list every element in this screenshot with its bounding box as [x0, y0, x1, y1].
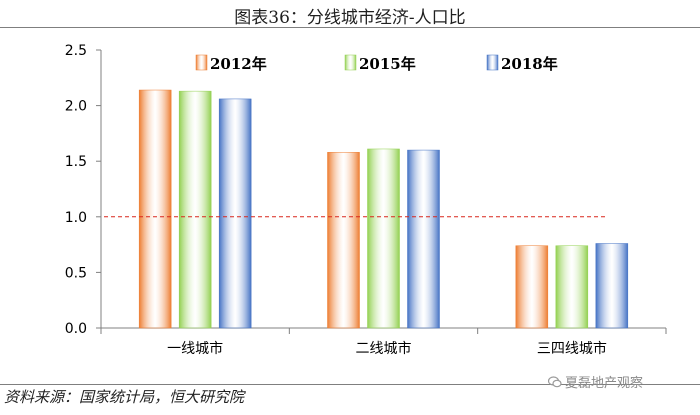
watermark-text: 夏磊地产观察 — [565, 376, 644, 391]
wechat-icon — [548, 375, 562, 387]
y-tick-label: 1.5 — [65, 154, 87, 170]
y-tick-label: 2.5 — [65, 43, 87, 59]
bar — [178, 90, 212, 329]
source-divider — [0, 384, 700, 385]
y-tick-label: 0.5 — [65, 265, 87, 281]
bar — [218, 98, 252, 329]
title-divider — [0, 27, 700, 28]
y-tick-label: 0.0 — [65, 321, 87, 337]
bar — [555, 245, 589, 329]
source-note: 资料来源：国家统计局，恒大研究院 — [4, 388, 245, 406]
chart-title: 图表36：分线城市经济-人口比 — [234, 8, 466, 28]
legend-label: 2015年 — [359, 55, 416, 73]
y-tick-label: 2.0 — [65, 99, 87, 115]
bar — [138, 89, 172, 329]
y-tick-label: 1.0 — [65, 210, 87, 226]
x-category-label: 二线城市 — [356, 340, 412, 357]
legend-label: 2012年 — [210, 55, 267, 73]
watermark: 夏磊地产观察 — [548, 372, 643, 391]
bar — [407, 149, 440, 329]
bar — [367, 148, 400, 329]
bar — [515, 245, 549, 329]
legend-swatch — [344, 54, 357, 71]
bar — [327, 152, 360, 329]
legend-swatch — [195, 54, 208, 71]
bar — [595, 243, 629, 329]
chart-area: 0.0 0.5 1.0 1.5 2.0 2.5 一线城市 二线城市 三四线城市 2012年 201… — [65, 43, 667, 357]
legend-swatch — [486, 54, 499, 71]
legend-label: 2018年 — [501, 55, 558, 73]
x-category-label: 三四线城市 — [537, 340, 607, 357]
x-category-label: 一线城市 — [167, 340, 223, 357]
